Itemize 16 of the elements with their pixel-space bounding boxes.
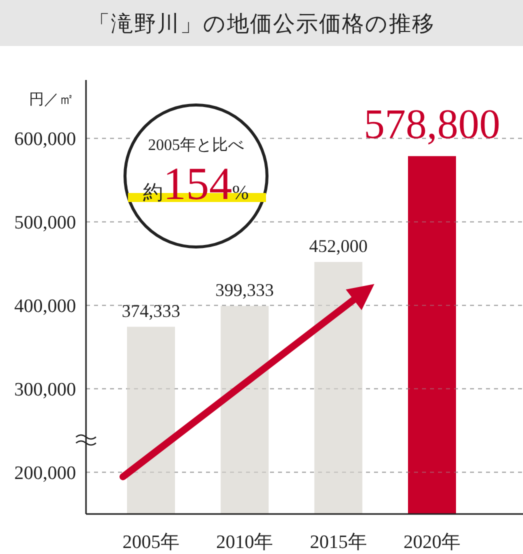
data-label: 578,800 xyxy=(364,102,500,148)
y-tick-label: 600,000 xyxy=(14,129,76,150)
x-tick-label: 2020年 xyxy=(404,532,460,553)
data-label: 399,333 xyxy=(215,280,274,300)
data-label: 452,000 xyxy=(309,236,368,256)
chart-title: 「滝野川」の地価公示価格の推移 xyxy=(88,11,435,36)
x-tick-label: 2005年 xyxy=(122,532,180,553)
y-tick-label: 200,000 xyxy=(14,462,76,484)
annotation: 2005年と比べ xyxy=(148,136,244,154)
y-axis-title: 円／㎡ xyxy=(29,92,74,108)
x-tick-label: 2015年 xyxy=(310,532,367,553)
x-tick-label: 2010年 xyxy=(216,532,274,553)
y-tick-label: 400,000 xyxy=(14,296,76,317)
y-tick-label: 300,000 xyxy=(14,379,76,400)
y-tick-label: 500,000 xyxy=(14,212,76,234)
data-label: 374,333 xyxy=(122,300,180,321)
